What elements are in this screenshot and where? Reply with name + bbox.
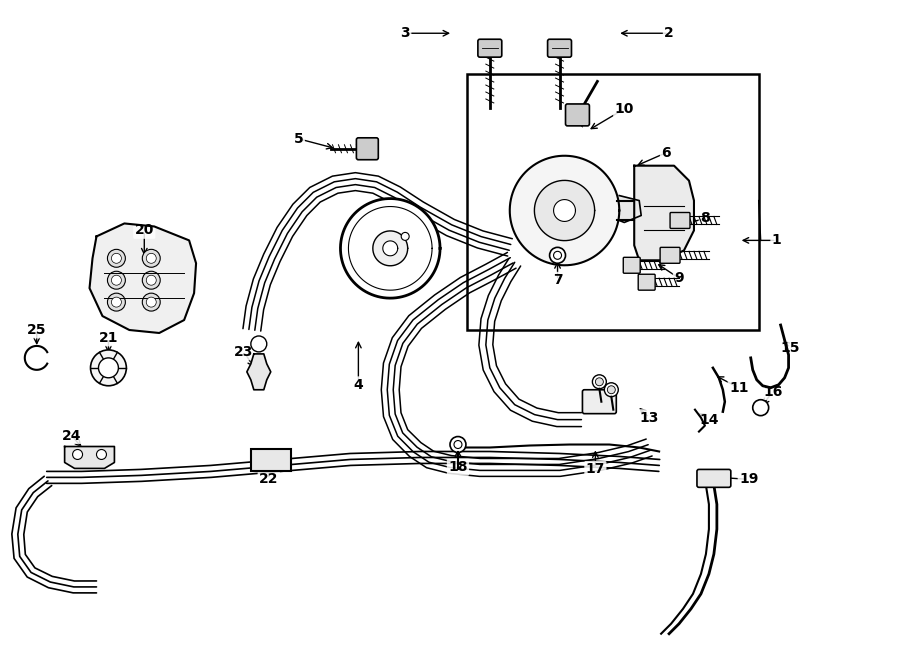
Polygon shape [65,447,114,469]
Polygon shape [509,156,619,265]
Circle shape [147,253,157,263]
Polygon shape [554,200,575,221]
Polygon shape [340,198,440,298]
Polygon shape [89,223,196,333]
Circle shape [752,400,769,416]
Text: 18: 18 [448,461,468,475]
Bar [251,449,291,471]
FancyBboxPatch shape [478,39,502,57]
Text: 24: 24 [62,428,81,443]
Circle shape [107,249,125,267]
Text: 20: 20 [135,223,154,237]
Circle shape [98,358,119,378]
FancyBboxPatch shape [697,469,731,487]
Circle shape [251,336,266,352]
Text: 6: 6 [662,145,670,160]
Text: 12: 12 [595,395,614,408]
Text: 23: 23 [234,345,254,359]
Circle shape [608,386,616,394]
Text: 17: 17 [586,463,605,477]
Text: 13: 13 [640,410,659,424]
FancyBboxPatch shape [624,257,640,273]
Text: 11: 11 [729,381,749,395]
Text: 15: 15 [781,341,800,355]
Circle shape [554,251,562,259]
Polygon shape [634,166,694,260]
Circle shape [592,375,607,389]
Circle shape [91,350,126,386]
Circle shape [96,449,106,459]
Circle shape [147,297,157,307]
FancyBboxPatch shape [670,212,690,229]
FancyBboxPatch shape [582,390,617,414]
Circle shape [604,383,618,397]
Circle shape [107,271,125,289]
Circle shape [550,247,565,263]
Text: 4: 4 [354,378,364,392]
Text: 22: 22 [259,473,278,486]
Bar [467,74,759,330]
Polygon shape [619,196,641,223]
Text: 3: 3 [400,26,410,40]
Circle shape [112,275,122,285]
Text: 8: 8 [700,212,710,225]
Circle shape [401,233,410,241]
Text: 10: 10 [615,102,634,116]
Text: 16: 16 [763,385,782,399]
Text: 9: 9 [674,271,684,285]
Circle shape [112,297,122,307]
Text: 21: 21 [99,331,118,345]
FancyBboxPatch shape [565,104,590,126]
Circle shape [142,293,160,311]
Circle shape [454,440,462,449]
Polygon shape [247,354,271,390]
Polygon shape [382,241,398,256]
FancyBboxPatch shape [638,274,655,290]
Circle shape [142,249,160,267]
Circle shape [107,293,125,311]
Polygon shape [373,231,408,266]
FancyBboxPatch shape [547,39,572,57]
Circle shape [450,436,466,453]
Circle shape [147,275,157,285]
Circle shape [142,271,160,289]
Circle shape [112,253,122,263]
Text: 2: 2 [664,26,674,40]
Text: 25: 25 [27,323,47,337]
FancyBboxPatch shape [356,137,378,160]
Text: 19: 19 [739,473,759,486]
Text: 5: 5 [293,132,303,146]
Circle shape [596,378,603,386]
Circle shape [73,449,83,459]
FancyBboxPatch shape [660,247,680,263]
Text: 7: 7 [553,273,562,288]
Text: 1: 1 [771,233,781,247]
Polygon shape [535,180,595,241]
Text: 14: 14 [699,412,719,426]
